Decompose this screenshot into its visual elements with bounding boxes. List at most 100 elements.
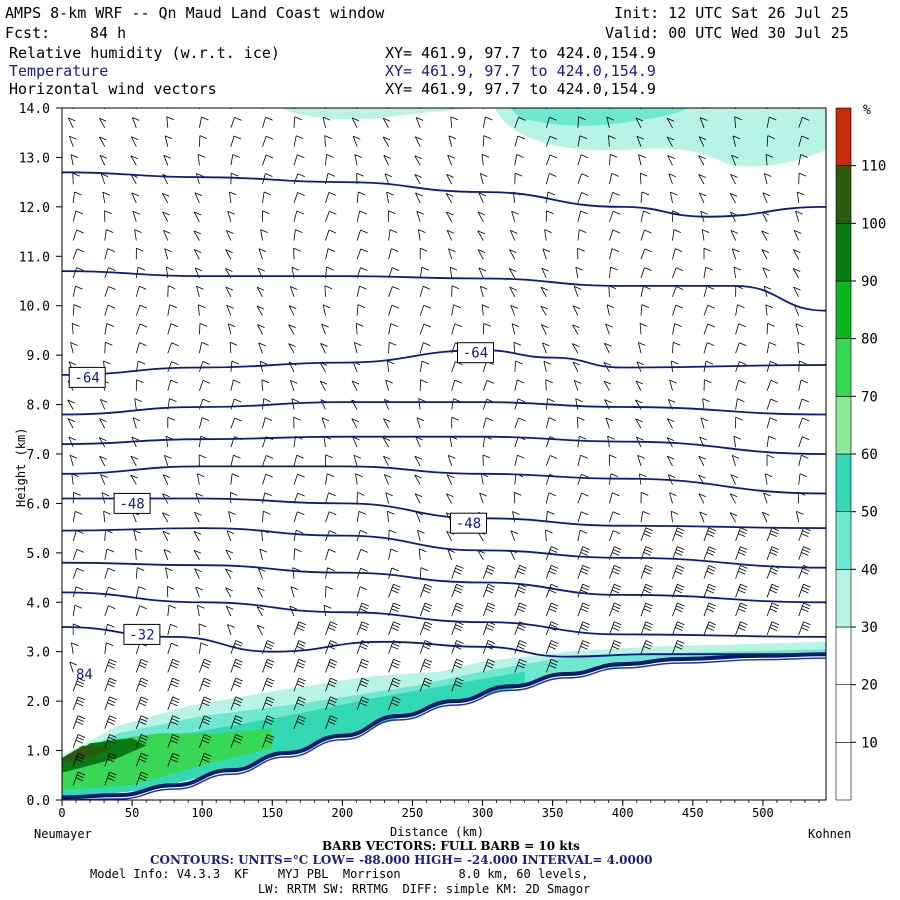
wind-barb-shaft	[448, 135, 453, 147]
wind-barb-shaft	[702, 398, 705, 410]
wind-barb-feather	[356, 172, 364, 177]
wind-barb-shaft	[545, 455, 551, 467]
wind-barb-feather	[163, 549, 172, 553]
wind-barb-feather	[611, 173, 619, 177]
wind-barb-feather	[698, 493, 707, 498]
wind-barb-feather	[707, 323, 715, 328]
wind-barb-feather	[235, 640, 243, 644]
wind-barb-feather	[769, 417, 778, 422]
wind-barb-feather	[423, 586, 432, 591]
wind-barb-shaft	[480, 473, 484, 485]
wind-barb-feather	[108, 267, 116, 271]
wind-barb-shaft	[325, 248, 329, 260]
wind-barb-feather	[455, 661, 463, 666]
wind-barb-feather	[511, 323, 520, 328]
wind-barb-feather	[390, 323, 398, 327]
wind-barb-shaft	[609, 530, 614, 542]
wind-barb-feather	[417, 529, 425, 534]
wind-barb-shaft	[509, 230, 516, 241]
wind-barb-feather	[360, 605, 368, 610]
wind-barb-shaft	[450, 116, 453, 128]
colorbar-label: 20	[861, 678, 878, 694]
wind-barb-shaft	[640, 229, 645, 241]
wind-barb-feather	[763, 285, 772, 290]
wind-barb-feather	[68, 117, 76, 122]
wind-barb-feather	[706, 570, 714, 575]
rh-patch-upper-left	[280, 108, 480, 120]
wind-barb-feather	[105, 341, 113, 346]
wind-barb-feather	[582, 546, 590, 550]
wind-barb-shaft	[766, 602, 773, 617]
wind-barb-feather	[170, 379, 178, 384]
wind-barb-feather	[668, 99, 675, 102]
wind-barb-shaft	[100, 173, 106, 185]
wind-barb-shaft	[419, 677, 426, 692]
wind-barb-feather	[454, 323, 462, 328]
wind-barb-shaft	[167, 715, 173, 729]
init-time: Init: 12 UTC Sat 26 Jul 25	[614, 4, 849, 22]
wind-barb-shaft	[256, 625, 263, 636]
wind-barb-shaft	[320, 343, 326, 354]
wind-barb-feather	[581, 605, 589, 610]
wind-barb-feather	[643, 627, 651, 631]
y-tick-label: 0.0	[27, 794, 50, 809]
wind-barb-shaft	[735, 342, 740, 354]
wind-barb-shaft	[319, 362, 326, 373]
wind-barb-feather	[138, 702, 147, 707]
wind-barb-shaft	[446, 230, 453, 241]
wind-barb-feather	[604, 399, 612, 403]
wind-barb-shaft	[199, 380, 204, 391]
wind-barb-feather	[540, 305, 549, 310]
wind-barb-feather	[708, 583, 716, 588]
wind-barb-shaft	[104, 715, 110, 729]
colorbar-swatch	[835, 453, 852, 513]
wind-barb-shaft	[72, 568, 78, 579]
wind-barb-shaft	[104, 548, 108, 560]
wind-barb-feather	[675, 248, 683, 252]
wind-barb-shaft	[414, 493, 421, 504]
wind-barb-shaft	[135, 323, 141, 335]
wind-barb-shaft	[166, 116, 169, 128]
wind-barb-shaft	[640, 267, 645, 279]
wind-barb-feather	[108, 661, 116, 666]
wind-barb-feather	[707, 530, 715, 535]
wind-barb-feather	[671, 360, 679, 365]
wind-barb-feather	[643, 570, 651, 575]
wind-barb-feather	[519, 565, 527, 569]
wind-barb-feather	[761, 230, 769, 235]
wind-barb-feather	[320, 343, 328, 347]
wind-barb-feather	[549, 605, 558, 610]
wind-barb-feather	[296, 721, 304, 725]
wind-barb-shaft	[262, 696, 268, 711]
wind-barb-feather	[262, 210, 270, 215]
wind-barb-feather	[737, 98, 744, 101]
wind-barb-shaft	[199, 135, 201, 147]
contour-label-box	[113, 492, 151, 514]
wind-barb-shaft	[388, 567, 393, 579]
wind-barb-feather	[485, 627, 494, 631]
wind-barb-shaft	[325, 211, 330, 222]
wind-barb-shaft	[262, 715, 268, 729]
wind-barb-feather	[605, 323, 613, 328]
wind-barb-shaft	[766, 108, 768, 110]
isotherm-line	[62, 591, 826, 638]
wind-barb-feather	[574, 380, 582, 384]
wind-barb-feather	[572, 343, 580, 347]
wind-barb-shaft	[356, 191, 359, 203]
wind-barb-feather	[391, 608, 399, 613]
wind-barb-shaft	[572, 324, 579, 335]
y-tick-label: 5.0	[27, 547, 50, 562]
wind-barb-feather	[802, 567, 810, 572]
wind-barb-feather	[676, 605, 684, 610]
temperature-contours	[62, 171, 826, 658]
wind-barb-feather	[487, 602, 496, 607]
wind-barb-feather	[707, 342, 715, 346]
wind-barb-shaft	[388, 286, 393, 297]
wind-barb-feather	[170, 721, 178, 725]
wind-barb-feather	[99, 155, 108, 159]
wind-barb-shaft	[446, 174, 453, 185]
wind-barb-feather	[202, 680, 211, 685]
wind-barb-feather	[234, 643, 242, 647]
wind-barb-feather	[171, 680, 179, 685]
wind-barb-shaft	[388, 584, 394, 598]
